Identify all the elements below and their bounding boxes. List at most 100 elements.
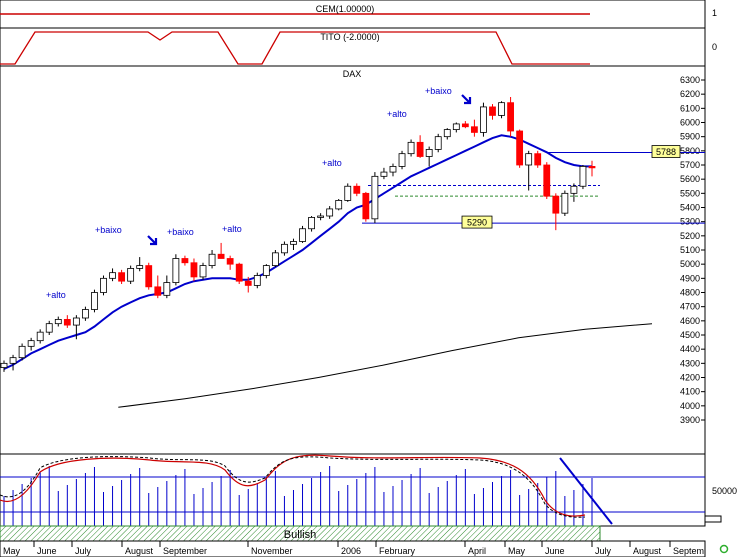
candle-body — [425, 149, 433, 157]
annotation-label: +baixo — [95, 225, 122, 235]
candle-body — [181, 258, 189, 264]
price-tick-label: 3900 — [680, 415, 700, 425]
annotation-label: +alto — [387, 109, 407, 119]
candle-body — [0, 362, 8, 368]
time-tick-label: July — [75, 546, 92, 556]
time-tick-label: May — [508, 546, 526, 556]
price-tick-label: 4500 — [680, 330, 700, 340]
oscillator-line — [0, 454, 586, 517]
price-tick-label: 4900 — [680, 273, 700, 283]
annotation-label: +alto — [46, 290, 66, 300]
candle-body — [226, 258, 234, 265]
candle-body — [72, 317, 80, 326]
candle-body — [335, 200, 343, 210]
candle-body — [543, 164, 551, 197]
time-tick-label: July — [595, 546, 612, 556]
candle-body — [136, 265, 144, 269]
candle-body — [326, 208, 334, 217]
candle-body — [271, 252, 279, 266]
bullish-label: Bullish — [284, 529, 316, 541]
candle-body — [561, 192, 569, 214]
candle-body — [407, 141, 415, 155]
time-axis: May June July August September November 2006 Fe… — [0, 540, 729, 557]
price-tick-label: 4300 — [680, 358, 700, 368]
moving-averages — [3, 134, 653, 408]
price-tick-label: 4200 — [680, 373, 700, 383]
candle-body — [109, 272, 116, 279]
candle-body — [507, 102, 514, 132]
candle-body — [199, 265, 207, 278]
candle-body — [516, 130, 524, 166]
time-tick-label: Septem — [673, 546, 704, 556]
scroll-handle[interactable] — [704, 515, 722, 523]
candle-body — [398, 153, 406, 167]
price-tick-label: 5700 — [680, 160, 700, 170]
price-tick-label: 4600 — [680, 316, 700, 326]
annotation-label: +alto — [222, 224, 242, 234]
candle-body — [416, 141, 424, 157]
time-tick-label: June — [37, 546, 57, 556]
candle-body — [290, 241, 297, 245]
annotation-label: +baixo — [167, 227, 194, 237]
candle-body — [208, 253, 216, 266]
cem-label: CEM(1.00000) — [316, 4, 375, 14]
candle-body — [36, 331, 44, 342]
price-tick-label: 5300 — [680, 217, 700, 227]
candle-body — [163, 282, 171, 296]
candle-body — [452, 123, 460, 130]
price-panel-frame — [0, 65, 706, 455]
bullish-indicator: Bullish — [0, 515, 722, 542]
annotation-label: +baixo — [425, 86, 452, 96]
candle-body — [27, 340, 35, 347]
annotations: +alto +baixo +baixo +alto +alto +alto +baixo — [46, 86, 472, 300]
time-tick-label: 2006 — [341, 546, 361, 556]
time-axis-frame — [0, 540, 706, 557]
price-tick-label: 5100 — [680, 245, 700, 255]
volume-scale-label: 50000 — [712, 486, 737, 496]
price-tick-label: 4000 — [680, 401, 700, 411]
price-tick-label: 4800 — [680, 288, 700, 298]
price-tick-label: 5200 — [680, 231, 700, 241]
candle-body — [434, 136, 442, 150]
candle-body — [371, 175, 379, 220]
tito-panel: TITO (-2.0000) 0 — [0, 27, 717, 67]
candle-body — [461, 123, 469, 128]
candle-body — [353, 185, 361, 194]
price-tick-label: 6000 — [680, 118, 700, 128]
candle-body — [235, 263, 243, 282]
candle-body — [443, 129, 451, 138]
candle-body — [552, 195, 560, 214]
arrow-down-icon — [147, 235, 158, 246]
time-tick-label: September — [163, 546, 207, 556]
cem-panel: CEM(1.00000) 1 — [0, 0, 717, 29]
price-panel: DAX 3900 4000 4100 4200 4300 4400 4500 4600 4700… — [0, 65, 706, 455]
time-tick-label: April — [468, 546, 486, 556]
candle-body — [45, 323, 53, 333]
time-axis-ticks: May June July August September November 2006 Fe… — [0, 541, 704, 556]
candle-body — [344, 185, 352, 201]
resistance-label: 5788 — [656, 147, 676, 157]
time-tick-label: August — [633, 546, 662, 556]
tito-panel-frame — [0, 27, 706, 67]
candle-body — [100, 277, 107, 293]
price-tick-label: 5000 — [680, 259, 700, 269]
price-tick-label: 5900 — [680, 132, 700, 142]
candle-body — [127, 268, 135, 282]
candle-body — [389, 166, 397, 173]
support-label: 5290 — [467, 218, 487, 228]
candlesticks — [0, 97, 596, 372]
status-indicator-icon[interactable] — [719, 544, 729, 554]
candle-body — [190, 262, 198, 278]
support-badge — [461, 215, 493, 229]
candle-body — [380, 171, 388, 177]
candle-body — [317, 215, 325, 218]
candle-body — [262, 265, 270, 276]
volume-panel: 50000 — [0, 453, 737, 527]
price-axis: 3900 4000 4100 4200 4300 4400 4500 4600 4700 4800… — [680, 66, 706, 454]
candle-body — [534, 153, 542, 166]
oscillator-signal-line — [0, 456, 586, 518]
candle-body — [118, 272, 125, 282]
time-tick-label: August — [125, 546, 154, 556]
annotation-label: +alto — [322, 158, 342, 168]
